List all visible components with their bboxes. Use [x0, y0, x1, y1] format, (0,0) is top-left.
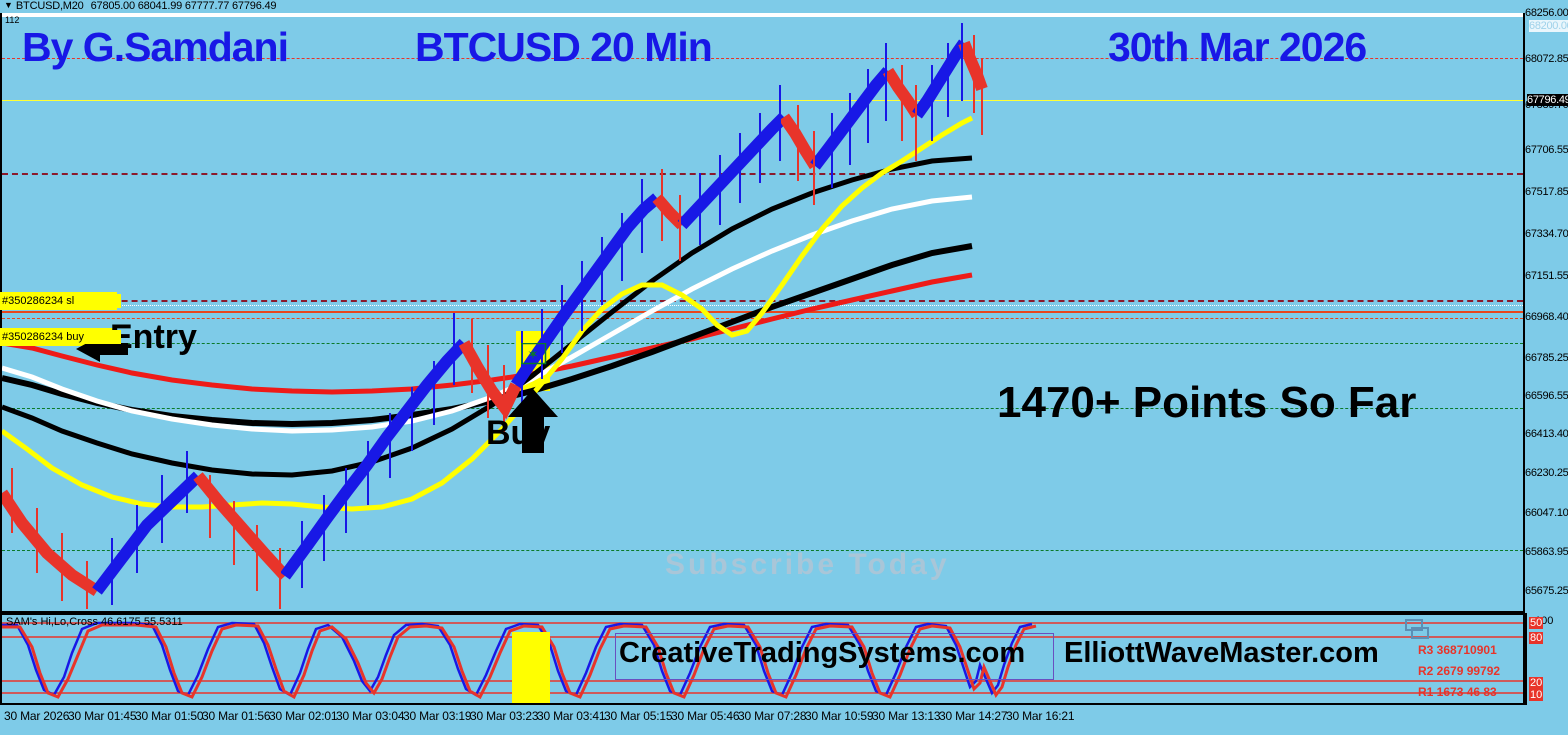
- hline-dashed-red-top: [2, 58, 1523, 59]
- time-tick: 30 Mar 02:01: [269, 709, 338, 723]
- current-price-label: 67796.49: [1527, 94, 1568, 106]
- price-tick: 67517.85: [1525, 186, 1568, 198]
- price-tick: 65675.25: [1525, 585, 1568, 597]
- author-annotation: By G.Samdani: [22, 24, 289, 70]
- price-bars-group: [2, 39, 988, 597]
- time-tick: 30 Mar 01:45: [68, 709, 137, 723]
- price-tick: 66785.25: [1525, 352, 1568, 364]
- hline-dashed-green-3: [2, 550, 1523, 551]
- svg-text:✶: ✶: [527, 346, 539, 362]
- price-tick: 66413.40: [1525, 428, 1568, 440]
- hline-dotted-white: [2, 305, 1523, 306]
- pivot-label-r3: R3 368710901: [1418, 643, 1497, 657]
- time-tick: 30 Mar 05:46: [671, 709, 740, 723]
- time-axis[interactable]: 30 Mar 2026 30 Mar 01:45 30 Mar 01:50 30…: [0, 705, 1568, 735]
- indicator-zone-highlight: [512, 632, 550, 703]
- time-tick: 30 Mar 01:50: [135, 709, 204, 723]
- subscribe-watermark: Subscribe Today: [665, 548, 950, 581]
- pivot-label-r2: R2 2679 99792: [1418, 664, 1501, 678]
- bid-price-label: 68200.00: [1529, 20, 1568, 32]
- instrument-title-annotation: BTCUSD 20 Min: [415, 24, 713, 70]
- time-tick: 30 Mar 03:23: [470, 709, 539, 723]
- buy-arrow-up-icon: [508, 389, 558, 453]
- subwindow-number: 112: [5, 15, 20, 25]
- top-white-band: [2, 13, 1523, 17]
- time-tick: 30 Mar 07:28: [738, 709, 807, 723]
- main-price-panel[interactable]: 112: [0, 13, 1525, 613]
- order-tag-buy[interactable]: #350286234 buy: [0, 330, 121, 344]
- indicator-panel[interactable]: SAM's Hi,Lo,Cross 46.6175 55.5311 Creati…: [0, 613, 1525, 705]
- time-tick: 30 Mar 10:59: [805, 709, 874, 723]
- indicator-title-label: SAM's Hi,Lo,Cross 46.6175 55.5311: [6, 616, 183, 628]
- time-tick: 30 Mar 01:56: [202, 709, 271, 723]
- price-tick: 66968.40: [1525, 311, 1568, 323]
- date-annotation: 30th Mar 2026: [1108, 24, 1367, 70]
- collapse-triangle-icon[interactable]: ▼: [4, 0, 13, 10]
- price-tick: 68072.85: [1525, 53, 1568, 65]
- price-tick: 66047.10: [1525, 507, 1568, 519]
- points-annotation: 1470+ Points So Far: [997, 378, 1417, 427]
- indicator-axis[interactable]: 100 50 80 20 10: [1525, 613, 1568, 705]
- time-tick: 30 Mar 05:15: [604, 709, 673, 723]
- time-tick: 30 Mar 03:19: [403, 709, 472, 723]
- ma-yellow-fast: [2, 115, 974, 512]
- price-tick: 66596.55: [1525, 390, 1568, 402]
- time-tick: 30 Mar 16:21: [1006, 709, 1075, 723]
- indicator-logo-icon: [1405, 619, 1429, 639]
- indicator-tick: 50: [1529, 617, 1544, 629]
- hline-dashdot-green-1: [2, 343, 1523, 344]
- time-tick: 30 Mar 03:41: [537, 709, 606, 723]
- price-series-svg: [2, 23, 988, 609]
- ma-white-mid: [2, 194, 973, 434]
- indicator-tick: 80: [1529, 632, 1544, 644]
- price-wicks-group: [11, 23, 983, 609]
- pivot-label-r1: R1 1673 46 83: [1418, 685, 1497, 699]
- price-tick: 65863.95: [1525, 546, 1568, 558]
- brand-right-label[interactable]: ElliottWaveMaster.com: [1064, 637, 1379, 669]
- hline-dashed-green-2: [2, 408, 1523, 409]
- brand-box-left: [615, 633, 1054, 680]
- indicator-tick: 20: [1529, 677, 1544, 689]
- hline-yellow-current: [2, 100, 1523, 101]
- hline-dashdot-red: [2, 318, 1523, 319]
- price-tick: 66230.25: [1525, 467, 1568, 479]
- price-axis[interactable]: 68256.00 68200.00 68072.85 67889.70 6770…: [1523, 0, 1568, 613]
- time-tick: 30 Mar 14:27: [939, 709, 1008, 723]
- time-tick: 30 Mar 2026: [4, 709, 70, 723]
- time-tick: 30 Mar 03:04: [336, 709, 405, 723]
- time-tick: 30 Mar 13:13: [872, 709, 941, 723]
- ma-black-secondary: [2, 155, 973, 478]
- brand-left-label[interactable]: CreativeTradingSystems.com: [619, 637, 1026, 669]
- order-tag-sl[interactable]: #350286234 sl: [0, 294, 121, 308]
- buy-entry-marker-icon[interactable]: ✶: [521, 343, 547, 365]
- hline-dashed-maroon-2: [2, 300, 1523, 302]
- hline-dashed-maroon-1: [2, 173, 1523, 175]
- price-tick: 67706.55: [1525, 144, 1568, 156]
- price-tick: 68256.00: [1525, 7, 1568, 19]
- price-tick: 67334.70: [1525, 228, 1568, 240]
- symbol-timeframe-label: BTCUSD,M20: [15, 0, 84, 12]
- price-tick: 67151.55: [1525, 270, 1568, 282]
- chart-info-bar: ▼ BTCUSD,M20 67805.00 68041.99 67777.77 67…: [0, 0, 1525, 13]
- ohlc-values-label: 67805.00 68041.99 67777.77 67796.49: [90, 0, 277, 12]
- indicator-tick: 10: [1529, 689, 1544, 701]
